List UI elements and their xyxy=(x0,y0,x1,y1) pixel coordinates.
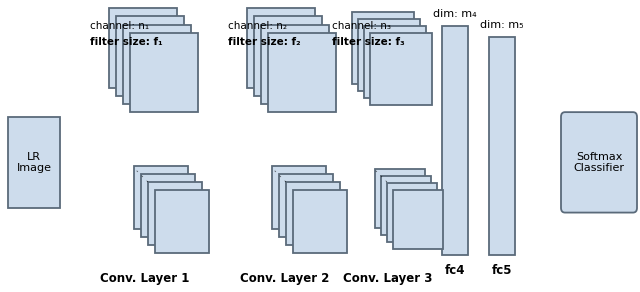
Bar xyxy=(489,37,515,255)
Bar xyxy=(352,12,414,84)
Bar xyxy=(130,33,198,112)
Bar xyxy=(8,117,60,208)
Bar xyxy=(358,19,420,91)
Bar xyxy=(272,166,326,229)
Bar xyxy=(261,25,329,104)
Bar xyxy=(155,190,209,253)
Text: Conv. Layer 3: Conv. Layer 3 xyxy=(343,272,433,285)
Text: LR
Image: LR Image xyxy=(17,152,51,173)
Bar xyxy=(286,182,340,245)
Text: Conv. Layer 1: Conv. Layer 1 xyxy=(100,272,189,285)
Bar xyxy=(375,169,425,228)
Bar xyxy=(247,8,315,88)
Text: . . .: . . . xyxy=(271,164,291,184)
Bar xyxy=(123,25,191,104)
Text: dim: m₅: dim: m₅ xyxy=(480,20,524,30)
FancyBboxPatch shape xyxy=(561,112,637,213)
Text: filter size: f₁: filter size: f₁ xyxy=(90,37,163,47)
Text: channel: n₃: channel: n₃ xyxy=(332,21,391,31)
Text: channel: n₁: channel: n₁ xyxy=(90,21,149,31)
Bar xyxy=(254,16,322,96)
Bar xyxy=(279,174,333,237)
Bar xyxy=(109,8,177,88)
Text: . . .: . . . xyxy=(372,164,392,184)
Bar xyxy=(442,26,468,255)
Text: Conv. Layer 2: Conv. Layer 2 xyxy=(240,272,330,285)
Bar xyxy=(364,26,426,98)
Bar xyxy=(381,176,431,235)
Text: dim: m₄: dim: m₄ xyxy=(433,9,477,19)
Text: filter size: f₃: filter size: f₃ xyxy=(332,37,404,47)
Text: fc5: fc5 xyxy=(492,264,512,277)
Text: channel: n₂: channel: n₂ xyxy=(228,21,287,31)
Text: fc4: fc4 xyxy=(445,264,465,277)
Bar xyxy=(148,182,202,245)
Bar xyxy=(387,183,437,242)
Bar xyxy=(370,33,432,105)
Bar xyxy=(134,166,188,229)
Text: . . .: . . . xyxy=(133,164,153,184)
Bar xyxy=(393,190,443,249)
Text: filter size: f₂: filter size: f₂ xyxy=(228,37,301,47)
Bar xyxy=(116,16,184,96)
Bar xyxy=(141,174,195,237)
Bar xyxy=(268,33,336,112)
Bar xyxy=(293,190,347,253)
Text: Softmax
Classifier: Softmax Classifier xyxy=(573,152,625,173)
